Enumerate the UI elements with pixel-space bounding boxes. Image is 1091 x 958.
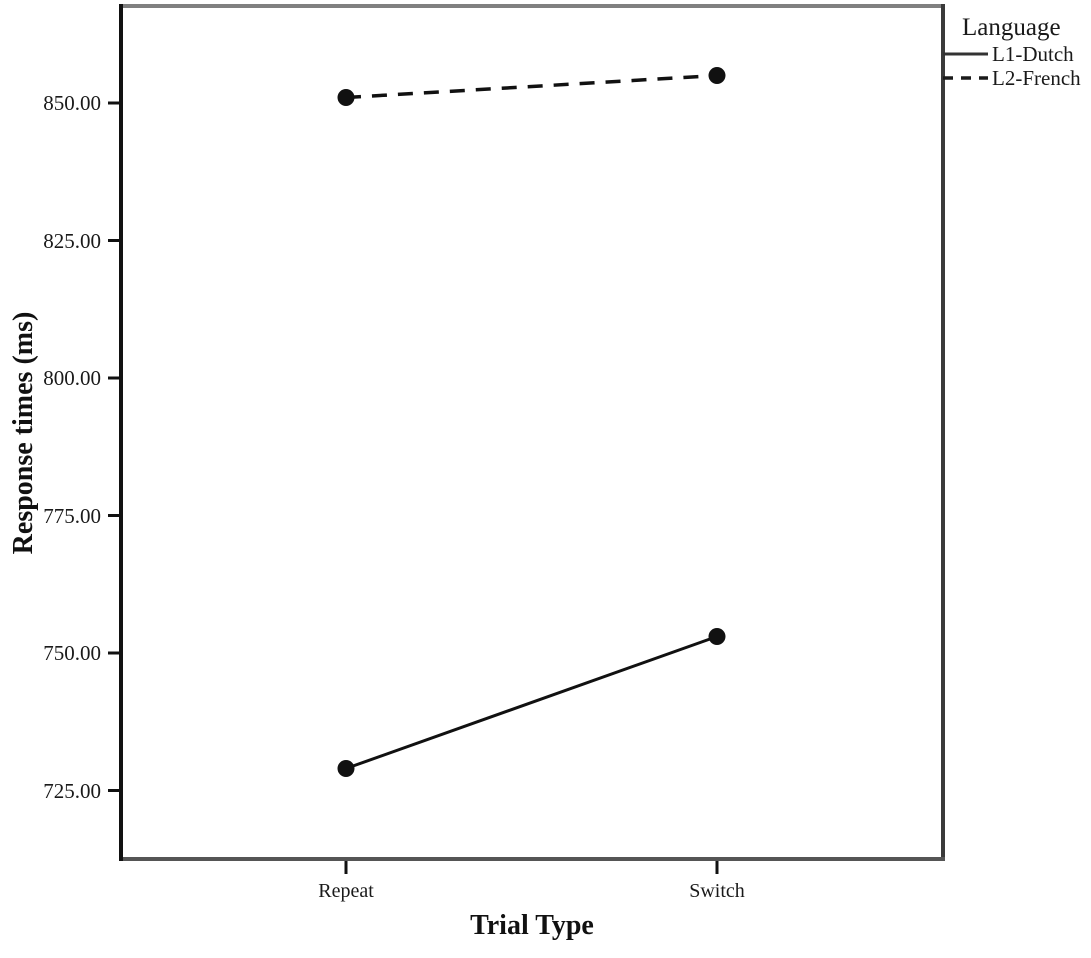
y-tick-label: 850.00 bbox=[43, 91, 101, 115]
x-tick-label-repeat: Repeat bbox=[318, 880, 374, 902]
data-point-l2-french-switch bbox=[708, 67, 726, 84]
series-line-l1-dutch bbox=[345, 635, 718, 770]
x-tick-label-switch: Switch bbox=[689, 880, 745, 902]
data-point-l2-french-repeat bbox=[337, 89, 355, 106]
legend: Language L1-Dutch L2-French bbox=[943, 14, 1091, 90]
data-point-l1-dutch-repeat bbox=[337, 760, 355, 777]
legend-title: Language bbox=[962, 14, 1061, 41]
y-tick-label: 725.00 bbox=[43, 778, 101, 803]
legend-item-label: L2-French bbox=[992, 65, 1081, 90]
x-axis-title: Trial Type bbox=[470, 910, 594, 941]
legend-item-l1-dutch: L1-Dutch bbox=[943, 42, 1091, 66]
legend-item-label: L1-Dutch bbox=[992, 41, 1074, 66]
series-line-l2-french bbox=[345, 73, 718, 100]
y-tick-label: 750.00 bbox=[43, 641, 101, 665]
legend-item-l2-french: L2-French bbox=[943, 66, 1091, 90]
y-tick-label: 775.00 bbox=[43, 503, 101, 528]
solid-line-sample-icon bbox=[943, 52, 988, 56]
data-point-l1-dutch-switch bbox=[708, 628, 726, 645]
y-tick-label: 800.00 bbox=[43, 366, 101, 390]
y-tick-label: 825.00 bbox=[43, 228, 101, 253]
dashed-line-sample-icon bbox=[943, 76, 988, 80]
